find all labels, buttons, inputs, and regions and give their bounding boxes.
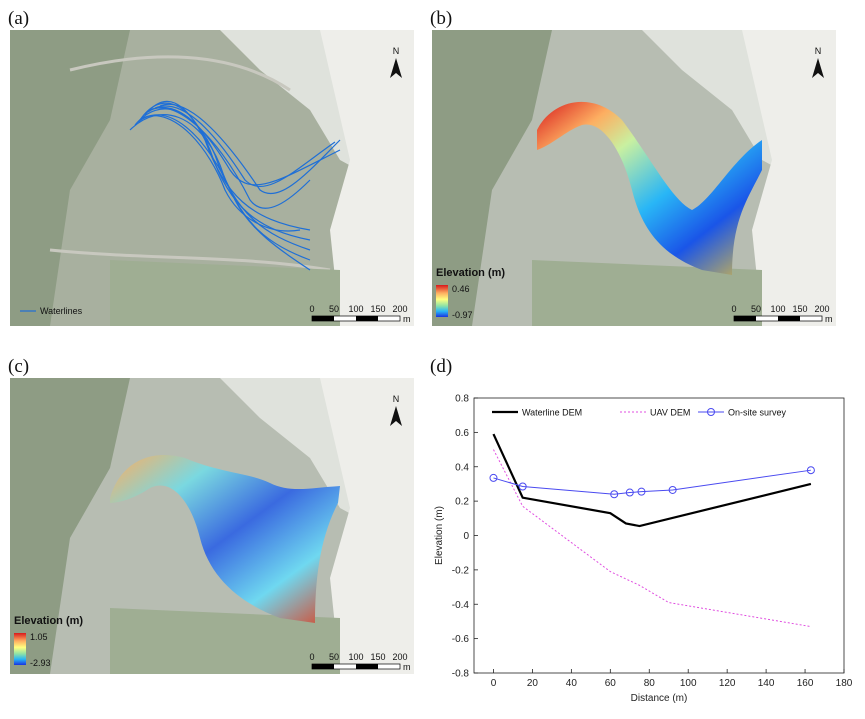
- svg-text:200: 200: [392, 652, 407, 662]
- svg-text:N: N: [815, 46, 822, 56]
- series-point: [518, 482, 527, 491]
- panel-label-c: (c): [8, 356, 30, 377]
- series-line-2: [493, 469, 811, 495]
- chart-panel-d: 0 20 40 60 80 100 120 140 160 180 -0.8 -0.6 -0.4 -0.2…: [430, 380, 860, 710]
- elevation-surface-c: [110, 454, 340, 623]
- x-tick-label: 20: [527, 678, 539, 689]
- svg-text:0: 0: [309, 652, 314, 662]
- series-point: [668, 485, 677, 494]
- y-tick-label: 0.2: [455, 497, 469, 508]
- series-point: [610, 490, 619, 499]
- series-point: [625, 488, 634, 497]
- x-tick-label: 160: [797, 678, 814, 689]
- y-tick-label: 0: [463, 531, 469, 542]
- svg-text:50: 50: [329, 304, 339, 314]
- svg-text:0.46: 0.46: [452, 284, 470, 294]
- svg-text:150: 150: [792, 304, 807, 314]
- colorbar-c: Elevation (m) 1.05 -2.93: [14, 615, 83, 668]
- svg-text:150: 150: [370, 304, 385, 314]
- y-tick-label: 0.6: [455, 428, 469, 439]
- colorbar-b: Elevation (m) 0.46 -0.97: [436, 267, 505, 320]
- svg-text:100: 100: [348, 304, 363, 314]
- y-tick-label: -0.8: [452, 669, 470, 680]
- y-tick-label: 0.8: [455, 394, 469, 405]
- map-panel-a: Waterlines 0 50 100 150 200 m N: [10, 30, 414, 326]
- series-point: [637, 487, 646, 496]
- y-tick-label: -0.2: [452, 565, 470, 576]
- svg-text:200: 200: [392, 304, 407, 314]
- svg-text:50: 50: [751, 304, 761, 314]
- svg-text:-2.93: -2.93: [30, 658, 51, 668]
- svg-text:Elevation (m): Elevation (m): [14, 615, 83, 627]
- x-tick-label: 100: [680, 678, 697, 689]
- legend-label-1: UAV DEM: [650, 408, 690, 418]
- svg-text:0: 0: [309, 304, 314, 314]
- legend-label-0: Waterline DEM: [522, 408, 582, 418]
- north-arrow-b: N: [812, 46, 824, 78]
- y-tick-label: 0.4: [455, 462, 469, 473]
- map-panel-b: Elevation (m) 0.46 -0.97 0 50 100 150 20…: [432, 30, 836, 326]
- svg-text:-0.97: -0.97: [452, 310, 473, 320]
- series-line-0: [492, 433, 812, 528]
- svg-text:100: 100: [348, 652, 363, 662]
- y-axis-label: Elevation (m): [434, 506, 445, 565]
- svg-text:0: 0: [731, 304, 736, 314]
- x-tick-label: 40: [566, 678, 578, 689]
- y-tick-label: -0.4: [452, 600, 470, 611]
- svg-text:200: 200: [814, 304, 829, 314]
- scale-bar-a: 0 50 100 150 200 m: [309, 304, 410, 324]
- svg-text:m: m: [403, 662, 411, 672]
- x-tick-label: 180: [836, 678, 853, 689]
- x-tick-label: 140: [758, 678, 775, 689]
- series-line-1: [493, 449, 811, 628]
- legend-waterline-label: Waterlines: [40, 306, 83, 316]
- panel-label-a: (a): [8, 8, 30, 29]
- north-arrow-c: N: [390, 394, 402, 426]
- panel-label-b: (b): [430, 8, 453, 29]
- x-tick-label: 0: [491, 678, 497, 689]
- series-point: [806, 466, 815, 475]
- x-tick-label: 80: [644, 678, 656, 689]
- svg-text:50: 50: [329, 652, 339, 662]
- svg-text:m: m: [825, 314, 833, 324]
- x-axis-label: Distance (m): [631, 693, 688, 704]
- legend-label-2: On-site survey: [728, 408, 787, 418]
- legend-marker: [707, 408, 715, 416]
- panel-label-d: (d): [430, 356, 453, 377]
- x-tick-label: 120: [719, 678, 736, 689]
- north-arrow-a: N: [390, 46, 402, 78]
- svg-text:150: 150: [370, 652, 385, 662]
- svg-text:1.05: 1.05: [30, 632, 48, 642]
- svg-text:N: N: [393, 394, 400, 404]
- svg-text:100: 100: [770, 304, 785, 314]
- svg-text:Elevation (m): Elevation (m): [436, 267, 505, 279]
- svg-text:N: N: [393, 46, 400, 56]
- y-tick-label: -0.6: [452, 634, 470, 645]
- scale-bar-c: 0 50 100 150 200 m: [309, 652, 410, 672]
- x-tick-label: 60: [605, 678, 617, 689]
- series-point: [489, 473, 498, 482]
- map-panel-c: Elevation (m) 1.05 -2.93 0 50 100 150 20…: [10, 378, 414, 674]
- waterlines: [129, 100, 341, 271]
- plot-area: [473, 397, 845, 674]
- scale-bar-b: 0 50 100 150 200 m: [731, 304, 832, 324]
- svg-text:m: m: [403, 314, 411, 324]
- elevation-surface-b: [537, 101, 762, 276]
